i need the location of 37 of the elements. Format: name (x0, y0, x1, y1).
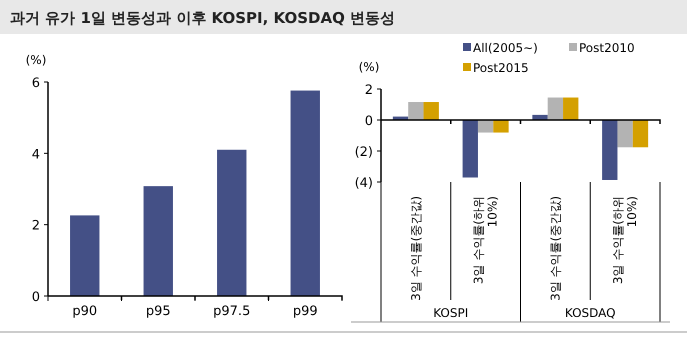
bar (290, 90, 320, 296)
legend-label: Post2015 (473, 61, 529, 75)
x-tick-label: 3일 수익률(중간값) (548, 196, 562, 301)
bar (144, 186, 173, 296)
x-tick-label: 3일 수익률(중간값) (408, 196, 423, 301)
y-tick-label: 4 (32, 147, 40, 162)
bar (408, 102, 424, 120)
bar (217, 150, 246, 296)
bar (548, 98, 564, 120)
legend-label: All(2005~) (473, 41, 538, 55)
bar (424, 102, 439, 120)
bar (478, 120, 494, 133)
y-tick-label: 0 (364, 114, 373, 129)
bar (462, 120, 478, 178)
y-tick-label: 0 (32, 290, 40, 305)
bar (563, 98, 578, 120)
y-tick-label: 6 (32, 76, 40, 91)
legend-label: Post2010 (579, 41, 635, 55)
x-tick-label: p97.5 (213, 304, 250, 319)
y-tick-label: (2) (354, 145, 373, 160)
x-tick-label: p99 (292, 304, 318, 319)
text: KOSPI (433, 306, 468, 320)
x-tick-label: p90 (72, 304, 98, 319)
y-axis-title: (%) (26, 53, 46, 67)
y-tick-label: 2 (32, 218, 40, 234)
bar (617, 120, 633, 148)
x-tick-label: p95 (146, 304, 171, 319)
bar (602, 120, 618, 180)
y-axis-title: (%) (358, 60, 380, 74)
y-tick-label: 2 (364, 83, 373, 98)
text: KOSDAQ (564, 306, 616, 320)
bar (70, 215, 100, 296)
x-tick-label: 3일 수익률(하위 10%) (472, 196, 500, 284)
y-tick-label: (4) (354, 176, 373, 191)
chart-title: 과거 유가 1일 변동성과 이후 KOSPI, KOSDAQ 변동성 (10, 9, 396, 27)
bar (632, 120, 648, 148)
x-tick-label: 3일 수익률(하위 10%) (611, 196, 640, 284)
